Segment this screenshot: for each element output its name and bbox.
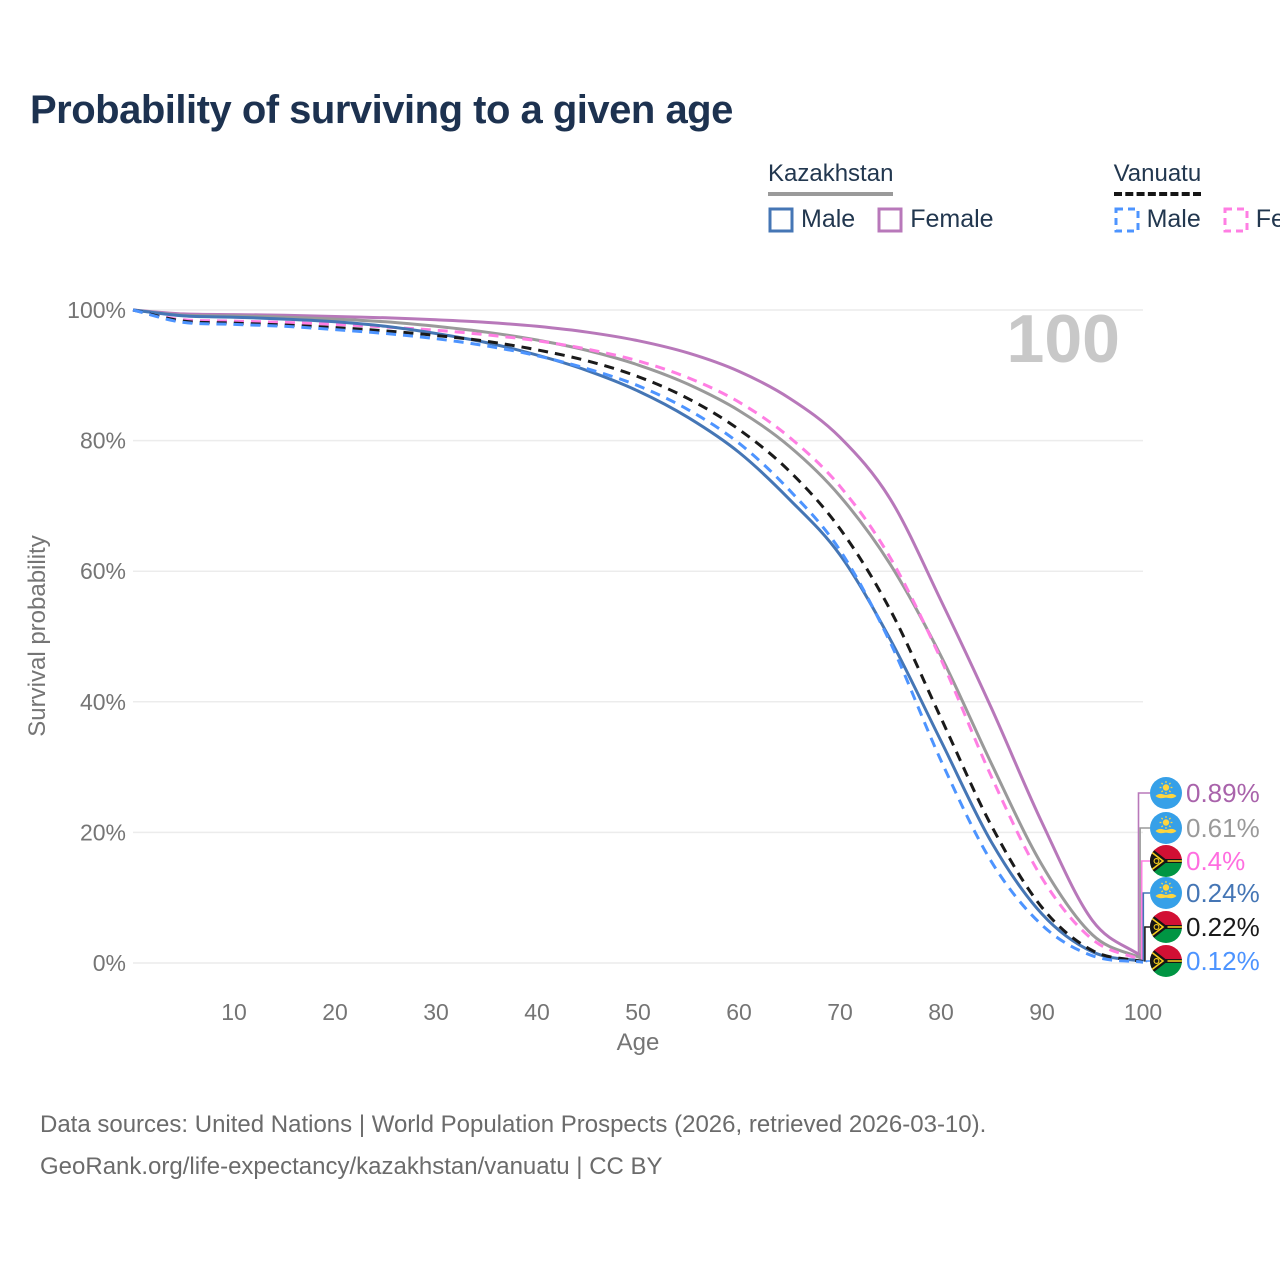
data-sources-line2: GeoRank.org/life-expectancy/kazakhstan/v… bbox=[40, 1153, 663, 1180]
y-tick-label: 80% bbox=[80, 428, 126, 454]
kazakhstan-flag-icon bbox=[1150, 812, 1182, 844]
legend-item-kazakhstan-male[interactable]: Male bbox=[768, 205, 855, 234]
legend-swatch-vanuatu-male bbox=[1114, 207, 1140, 232]
curve-vanuatu-both-sexes[interactable] bbox=[132, 308, 1144, 964]
end-label-connector bbox=[1142, 892, 1150, 962]
end-label-connector bbox=[1145, 960, 1150, 963]
page-title: Probability of surviving to a given age bbox=[30, 88, 733, 132]
y-tick-label: 60% bbox=[80, 558, 126, 584]
legend-label-vanuatu-female: Female bbox=[1255, 205, 1280, 233]
kazakhstan-flag-icon bbox=[1150, 877, 1182, 909]
y-tick-label: 0% bbox=[93, 950, 126, 976]
legend-swatch-vanuatu-female bbox=[1223, 207, 1249, 232]
end-label-kazakhstan-female: 0.89% bbox=[1150, 777, 1260, 809]
end-label-value: 0.12% bbox=[1186, 946, 1260, 976]
legend-label-kazakhstan-female: Female bbox=[910, 205, 994, 233]
end-label-vanuatu-male: 0.12% bbox=[1150, 945, 1260, 977]
age-watermark: 100 bbox=[1007, 301, 1120, 377]
legend-swatch-kazakhstan-female bbox=[877, 207, 903, 232]
legend-country-vanuatu: Vanuatu bbox=[1113, 160, 1202, 196]
legend-group-vanuatu: Vanuatu Male Female bbox=[1113, 160, 1280, 234]
end-label-vanuatu-female: 0.4% bbox=[1150, 845, 1245, 877]
curve-kazakhstan-female[interactable] bbox=[132, 308, 1144, 959]
legend-label-vanuatu-male: Male bbox=[1146, 205, 1201, 233]
x-tick-label: 90 bbox=[1029, 999, 1055, 1025]
y-tick-label: 20% bbox=[80, 819, 126, 845]
end-label-connector bbox=[1139, 827, 1150, 960]
end-label-value: 0.89% bbox=[1186, 778, 1260, 808]
x-tick-label: 70 bbox=[827, 999, 853, 1025]
y-tick-label: 100% bbox=[67, 297, 126, 323]
end-label-kazakhstan-both-sexes: 0.61% bbox=[1150, 812, 1260, 844]
vanuatu-flag-icon bbox=[1150, 845, 1182, 877]
y-axis-title: Survival probability bbox=[24, 535, 51, 736]
y-tick-label: 40% bbox=[80, 689, 126, 715]
curve-kazakhstan-male[interactable] bbox=[132, 308, 1144, 963]
end-label-connector bbox=[1144, 926, 1150, 962]
end-label-kazakhstan-male: 0.24% bbox=[1150, 877, 1260, 909]
data-sources: Data sources: United Nations | World Pop… bbox=[40, 1104, 986, 1188]
legend-label-kazakhstan-male: Male bbox=[801, 205, 856, 233]
curve-vanuatu-female[interactable] bbox=[132, 308, 1144, 962]
end-label-connector bbox=[1137, 792, 1150, 958]
legend-group-kazakhstan: Kazakhstan Male Female bbox=[768, 160, 994, 234]
x-tick-label: 10 bbox=[221, 999, 247, 1025]
x-tick-label: 50 bbox=[625, 999, 651, 1025]
x-axis-title: Age bbox=[617, 1029, 660, 1056]
end-label-vanuatu-both-sexes: 0.22% bbox=[1150, 911, 1260, 943]
legend-swatch-kazakhstan-male bbox=[768, 207, 794, 232]
x-tick-label: 40 bbox=[524, 999, 550, 1025]
vanuatu-flag-icon bbox=[1150, 911, 1182, 943]
curve-kazakhstan-both-sexes[interactable] bbox=[132, 308, 1144, 961]
x-tick-label: 30 bbox=[423, 999, 449, 1025]
x-tick-label: 20 bbox=[322, 999, 348, 1025]
legend-country-kazakhstan: Kazakhstan bbox=[768, 160, 894, 196]
vanuatu-flag-icon bbox=[1150, 945, 1182, 977]
curve-vanuatu-male[interactable] bbox=[132, 308, 1144, 964]
end-label-value: 0.24% bbox=[1186, 878, 1260, 908]
end-label-value: 0.22% bbox=[1186, 912, 1260, 942]
x-tick-label: 60 bbox=[726, 999, 752, 1025]
end-label-connector bbox=[1140, 860, 1150, 961]
data-sources-line1: Data sources: United Nations | World Pop… bbox=[40, 1111, 987, 1138]
end-label-value: 0.4% bbox=[1186, 846, 1245, 876]
legend-item-kazakhstan-female[interactable]: Female bbox=[877, 205, 994, 234]
legend-item-vanuatu-female[interactable]: Female bbox=[1223, 205, 1280, 234]
legend-item-vanuatu-male[interactable]: Male bbox=[1114, 205, 1201, 234]
x-tick-label: 80 bbox=[928, 999, 954, 1025]
kazakhstan-flag-icon bbox=[1150, 777, 1182, 809]
chart-legend: Kazakhstan Male Female Vanuatu bbox=[768, 160, 1280, 234]
end-label-value: 0.61% bbox=[1186, 813, 1260, 843]
x-tick-label: 100 bbox=[1124, 999, 1162, 1025]
